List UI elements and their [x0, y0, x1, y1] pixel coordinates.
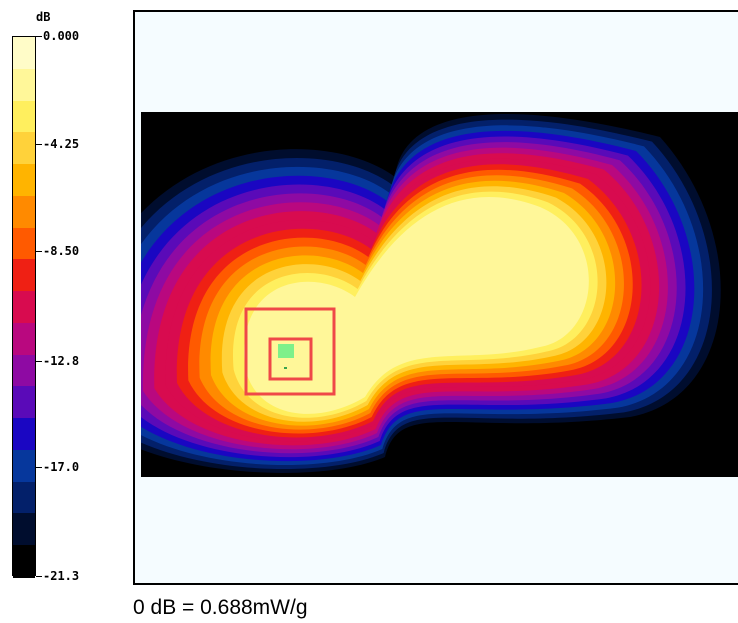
peak-dot: [284, 367, 287, 369]
contour-band: [244, 197, 589, 414]
colorbar-band: [13, 418, 35, 451]
colorbar-band: [13, 100, 35, 133]
heatmap-plot-area: [133, 10, 738, 585]
inner-scan-box: [268, 337, 313, 381]
colorbar-band: [13, 386, 35, 419]
colorbar-band: [13, 68, 35, 102]
colorbar-band: [13, 354, 35, 387]
colorbar-unit-label: dB: [36, 10, 51, 24]
colorbar-band: [13, 322, 35, 356]
colorbar-tick-label: -17.0: [36, 460, 79, 474]
colorbar-band: [13, 513, 35, 546]
outer-scan-box: [244, 307, 336, 396]
heatmap-svg: [141, 112, 738, 477]
colorbar-tick-label: -8.50: [36, 244, 79, 258]
colorbar-tick-label: -21.3: [36, 569, 79, 583]
reference-footnote: 0 dB = 0.688mW/g: [133, 596, 308, 619]
colorbar-band: [13, 449, 35, 483]
colorbar-band: [13, 291, 35, 324]
colorbar-tick-label: -12.8: [36, 354, 79, 368]
colorbar-band: [13, 259, 35, 292]
colorbar-band: [13, 132, 35, 165]
colorbar-tick-label: 0.000: [36, 29, 79, 43]
colorbar: [12, 36, 36, 578]
colorbar-band: [13, 227, 35, 260]
colorbar-band: [13, 545, 35, 578]
colorbar-band: [13, 195, 35, 229]
peak-marker: [278, 344, 294, 358]
colorbar-band: [13, 164, 35, 197]
colorbar-tick-label: -4.25: [36, 137, 79, 151]
colorbar-band: [13, 481, 35, 515]
colorbar-band: [13, 37, 35, 70]
